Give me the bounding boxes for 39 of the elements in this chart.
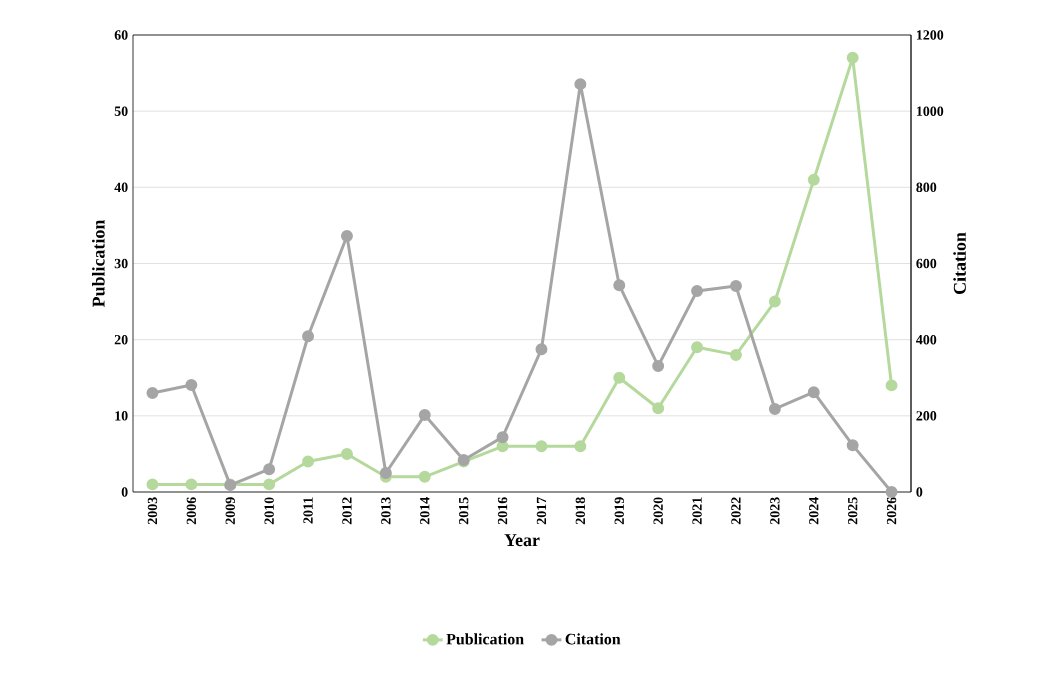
x-tick-label: 2023	[770, 497, 780, 525]
x-tick-label: 2018	[575, 497, 586, 525]
x-tick-label: 2017	[536, 497, 547, 525]
y2-tick-label: 0	[916, 487, 923, 497]
y-tick-label: 60	[114, 30, 128, 40]
x-tick-label: 2015	[458, 497, 469, 525]
x-tick-label: 2020	[653, 497, 663, 525]
x-tick-label: 2006	[186, 497, 197, 525]
x-tick-label: 2009	[225, 497, 235, 525]
y2-tick-label: 600	[916, 258, 937, 269]
x-tick-label: 2022	[731, 497, 741, 525]
y-tick-label: 10	[115, 411, 128, 421]
y2-tick-label: 400	[916, 334, 937, 345]
y-tick-label: 50	[114, 106, 128, 116]
legend-label: Publication	[446, 633, 524, 645]
x-tick-label: 2014	[420, 497, 430, 525]
x-tick-label: 2019	[614, 497, 624, 525]
x-tick-label: 2021	[692, 497, 702, 525]
x-tick-label: 2016	[497, 497, 508, 525]
x-tick-label: 2011	[303, 497, 313, 524]
x-tick-label: 2003	[147, 497, 158, 525]
y-axis-title: Publication	[92, 219, 105, 308]
y2-tick-label: 1000	[916, 106, 944, 116]
legend-label: Citation	[565, 633, 621, 645]
x-tick-label: 2026	[886, 497, 897, 525]
y-tick-label: 30	[114, 258, 128, 269]
y2-tick-label: 800	[916, 182, 937, 193]
x-tick-label: 2025	[847, 497, 858, 525]
y-tick-label: 40	[114, 182, 128, 193]
y2-tick-label: 1200	[916, 30, 944, 40]
x-tick-label: 2010	[264, 497, 274, 525]
x-tick-label: 2013	[381, 497, 391, 525]
y-tick-label: 20	[114, 334, 128, 345]
y2-tick-label: 200	[916, 411, 937, 421]
x-tick-label: 2012	[342, 497, 352, 525]
y-tick-label: 0	[121, 487, 128, 497]
y2-axis-title: Citation	[953, 232, 966, 295]
x-tick-label: 2024	[809, 497, 819, 525]
x-axis-title: Year	[504, 534, 540, 547]
